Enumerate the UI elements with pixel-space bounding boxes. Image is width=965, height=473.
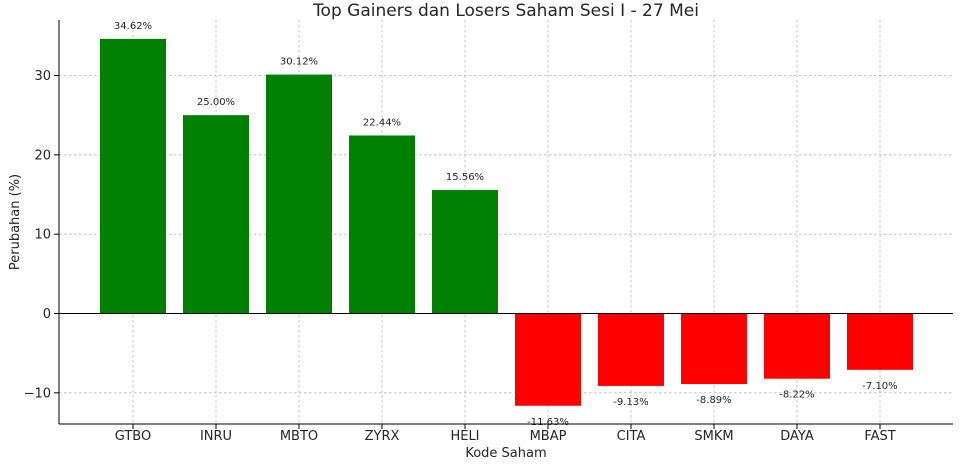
- x-tick-label: MBAP: [530, 429, 567, 444]
- x-tick-label: DAYA: [780, 429, 814, 444]
- bar-zyrx: [349, 135, 415, 314]
- x-tick-label: HELI: [450, 429, 479, 444]
- bar-heli: [432, 190, 498, 314]
- y-tick-label: 10: [34, 228, 51, 243]
- data-label: 25.00%: [197, 97, 235, 108]
- data-label: 22.44%: [363, 117, 401, 128]
- bar-inru: [183, 115, 249, 314]
- bar-fast: [847, 313, 913, 370]
- x-axis-title: Kode Saham: [465, 446, 546, 461]
- bar-cita: [598, 313, 664, 386]
- data-label: 30.12%: [280, 57, 318, 68]
- x-tick-label: MBTO: [280, 429, 318, 444]
- x-tick-label: SMKM: [694, 429, 733, 444]
- data-label: -9.13%: [613, 397, 648, 408]
- bar-mbap: [515, 313, 581, 406]
- data-label: -8.89%: [696, 395, 731, 406]
- y-axis-title: Perubahan (%): [8, 174, 23, 270]
- x-tick-label: FAST: [864, 429, 895, 444]
- y-tick-label: 30: [34, 69, 51, 84]
- x-tick-label: INRU: [200, 429, 232, 444]
- x-tick-label: ZYRX: [365, 429, 400, 444]
- bar-mbto: [266, 74, 332, 314]
- y-tick-label: 20: [34, 148, 51, 163]
- x-tick-label: GTBO: [115, 429, 151, 444]
- bar-daya: [764, 313, 830, 379]
- bars: [100, 38, 913, 406]
- axes: −10 0 10 20 30 GTBO INRU MBTO ZYRX HELI MBAP CITA SM…: [24, 20, 953, 444]
- y-tick-label: 0: [43, 307, 51, 322]
- bar-smkm: [681, 313, 747, 385]
- data-label: 15.56%: [446, 172, 484, 183]
- x-tick-label: CITA: [617, 429, 646, 444]
- data-label: -11.63%: [527, 417, 569, 428]
- chart-title: Top Gainers dan Losers Saham Sesi I - 27…: [312, 1, 699, 21]
- data-label: 34.62%: [114, 21, 152, 32]
- data-labels: 34.62% 25.00% 30.12% 22.44% 15.56% -11.63% -9.…: [114, 21, 898, 428]
- y-tick-label: −10: [24, 386, 51, 401]
- data-label: -7.10%: [862, 381, 897, 392]
- data-label: -8.22%: [779, 390, 814, 401]
- bar-gtbo: [100, 38, 166, 314]
